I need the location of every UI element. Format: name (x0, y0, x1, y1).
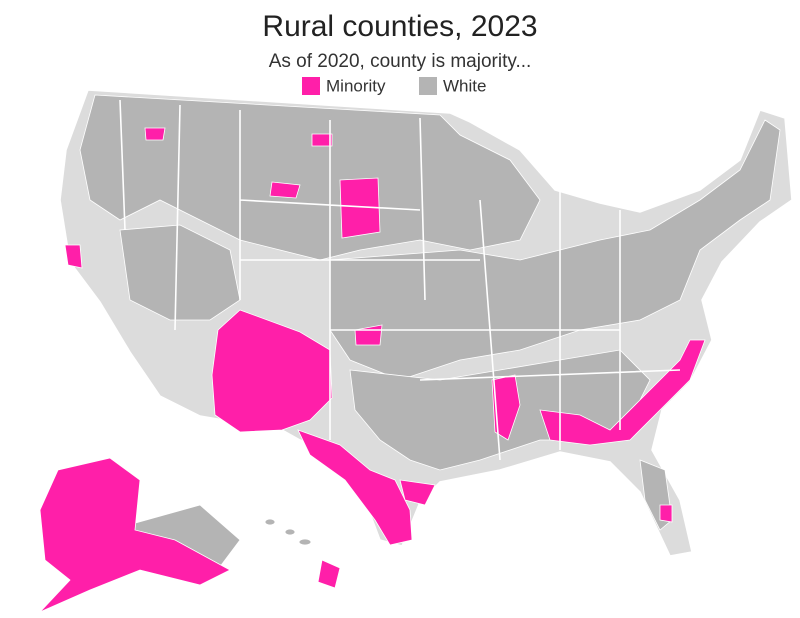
area-white (119, 224, 241, 321)
area-minority (297, 429, 413, 546)
legend: Minority White (302, 76, 486, 95)
state-borders (119, 99, 681, 461)
area-minority (144, 127, 166, 141)
title: Rural counties, 2023 (262, 10, 537, 43)
minority-majority-areas (39, 127, 706, 613)
area-minority (339, 177, 381, 239)
area-minority (39, 457, 231, 613)
area-minority (211, 309, 333, 433)
map (39, 89, 793, 613)
area-minority (659, 504, 673, 523)
area-white (329, 119, 781, 381)
area-minority (539, 339, 706, 446)
area-white (79, 94, 541, 261)
legend-label: White (443, 76, 486, 95)
legend-swatch (302, 77, 320, 95)
area-minority (269, 181, 301, 199)
area-minority (311, 133, 333, 147)
legend-label: Minority (326, 76, 386, 95)
island (284, 528, 296, 536)
area-minority (399, 479, 436, 506)
island (298, 538, 312, 546)
subtitle: As of 2020, county is majority... (269, 51, 532, 72)
area-minority (317, 559, 341, 589)
legend-swatch (419, 77, 437, 95)
island (264, 518, 276, 526)
area-minority (64, 244, 83, 269)
hawaii (264, 518, 312, 546)
